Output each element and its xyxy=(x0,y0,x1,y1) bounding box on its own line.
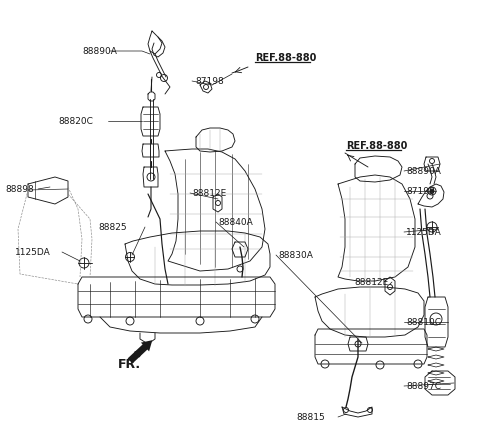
Text: 88840A: 88840A xyxy=(218,218,253,227)
Text: 88812E: 88812E xyxy=(354,278,388,287)
Text: 88890A: 88890A xyxy=(406,167,441,176)
FancyArrow shape xyxy=(128,340,152,364)
Text: 88825: 88825 xyxy=(98,223,127,232)
Text: REF.88-880: REF.88-880 xyxy=(255,53,316,63)
Text: 88898: 88898 xyxy=(5,185,34,194)
Text: REF.88-880: REF.88-880 xyxy=(346,141,408,151)
Text: FR.: FR. xyxy=(118,358,141,371)
Text: 1125DA: 1125DA xyxy=(15,248,51,257)
Circle shape xyxy=(430,190,434,194)
Text: 87198: 87198 xyxy=(195,78,224,86)
Text: 88830A: 88830A xyxy=(278,251,313,260)
Text: 1125DA: 1125DA xyxy=(406,228,442,237)
Text: 88820C: 88820C xyxy=(58,117,93,126)
Text: 88812E: 88812E xyxy=(192,189,226,198)
Text: 88810C: 88810C xyxy=(406,318,441,327)
Text: 88897C: 88897C xyxy=(406,381,441,391)
Text: 88815: 88815 xyxy=(296,413,325,421)
Text: 88890A: 88890A xyxy=(82,47,117,57)
Text: 87198: 87198 xyxy=(406,187,435,196)
